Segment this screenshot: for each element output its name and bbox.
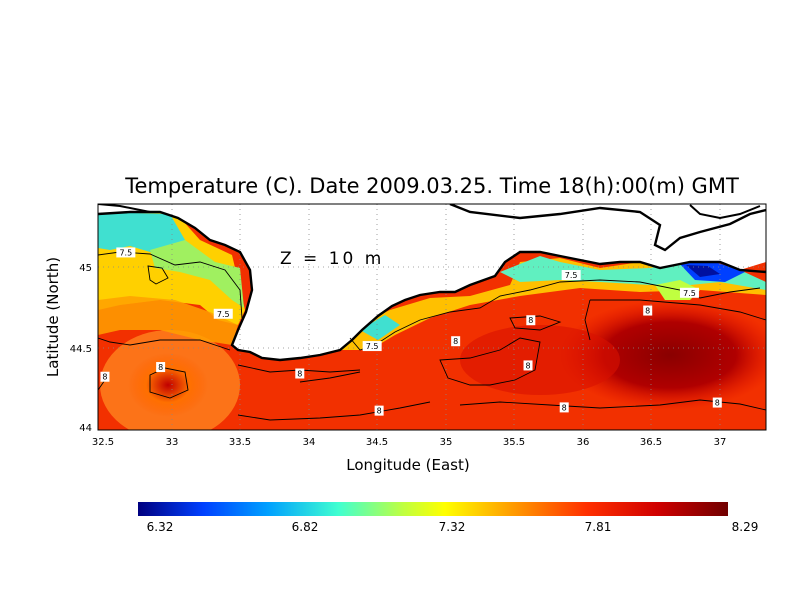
contour-label: 8: [374, 405, 384, 416]
contour-label-box: [643, 305, 653, 316]
contour-label: 7.5: [561, 270, 581, 281]
contour-label: 7.5: [679, 287, 699, 298]
contour-label-box: [116, 247, 136, 258]
contour-label: 8: [523, 360, 533, 371]
y-tick-label: 44.5: [70, 344, 92, 355]
contour-label-box: [559, 402, 569, 413]
contour-label-box: [712, 397, 722, 408]
contour-label-text: 7.5: [119, 248, 132, 257]
coastline-azov: [689, 204, 761, 220]
colorbar: 6.32 6.82 7.32 7.81 8.29: [138, 502, 758, 534]
contour-label-box: [526, 315, 536, 326]
contour-label: 7.5: [116, 247, 136, 258]
y-tick-label: 44: [79, 423, 92, 434]
x-tick-label: 36.5: [640, 437, 662, 448]
colorbar-tick-label: 7.32: [439, 520, 466, 534]
contour-label-text: 7.5: [366, 342, 379, 351]
contour-label-box: [213, 308, 233, 319]
coastline: [98, 210, 766, 362]
west-eddy-core: [128, 353, 208, 417]
depth-annotation: Z = 10 m: [280, 249, 384, 269]
x-tick-label: 32.5: [92, 437, 114, 448]
contour-label-text: 8: [297, 370, 302, 379]
x-tick-label: 33: [166, 437, 179, 448]
colorbar-tick-label: 8.29: [732, 520, 759, 534]
x-tick-label: 37: [714, 437, 727, 448]
x-tick-label: 36: [577, 437, 590, 448]
contour-label-box: [100, 371, 110, 382]
contour-labels: 7.5 7.5 7.5 7.5 7.5 8 8 8 8 8 8 8 8 8 8: [100, 247, 722, 416]
contour-label-text: 8: [562, 403, 567, 412]
y-axis: 44 44.5 45 Latitude (North): [44, 257, 92, 434]
contour-label-text: 8: [528, 316, 533, 325]
land-kerch: [640, 204, 766, 258]
west-cyan-patch: [98, 212, 185, 252]
warm-core-east: [560, 300, 766, 410]
colorbar-tick-label: 7.81: [585, 520, 612, 534]
contour-label-text: 8: [645, 307, 650, 316]
contour-label-text: 8: [102, 373, 107, 382]
x-tick-label: 35.5: [503, 437, 525, 448]
coastline-north: [449, 204, 766, 252]
east-navy-core: [686, 265, 720, 277]
contour-label-text: 8: [525, 361, 530, 370]
contour-label-text: 7.5: [217, 310, 230, 319]
x-tick-label: 33.5: [229, 437, 251, 448]
contour-label-box: [679, 287, 699, 298]
contour-label: 8: [712, 397, 722, 408]
contour-label: 8: [451, 336, 461, 347]
contour-label-box: [561, 270, 581, 281]
contour-label-box: [523, 360, 533, 371]
contour-label-box: [374, 405, 384, 416]
colorbar-tick-label: 6.32: [147, 520, 174, 534]
contour-lines: [98, 251, 766, 421]
contour-label: 8: [156, 362, 166, 373]
contour-label: 7.5: [362, 341, 382, 352]
contour-label: 8: [100, 371, 110, 382]
x-tick-label: 34: [303, 437, 316, 448]
contour-label-box: [156, 362, 166, 373]
plot-frame: [97, 203, 767, 431]
center-cyan-strip: [360, 315, 400, 340]
x-tick-label: 35: [440, 437, 453, 448]
x-tick-label: 34.5: [366, 437, 388, 448]
warm-core-center: [460, 325, 620, 395]
colorbar-gradient: [138, 502, 728, 516]
contour-label-text: 8: [453, 337, 458, 346]
land-crimea: [98, 204, 766, 360]
contour-label-text: 7.5: [565, 271, 578, 280]
contour-label-text: 8: [715, 399, 720, 408]
contour-label-text: 7.5: [683, 289, 696, 298]
contour-label: 8: [643, 305, 653, 316]
contour-label-text: 8: [377, 407, 382, 416]
contour-label-box: [451, 336, 461, 347]
x-axis: 32.5 33 33.5 34 34.5 35 35.5 36 36.5 37 …: [92, 437, 727, 474]
west-green-patch: [150, 240, 244, 308]
coastline-bay: [98, 204, 151, 213]
contour-label-box: [295, 368, 305, 379]
contour-label: 7.5: [213, 308, 233, 319]
chart-title: Temperature (C). Date 2009.03.25. Time 1…: [124, 174, 739, 198]
x-axis-label: Longitude (East): [346, 456, 469, 474]
contour-label: 8: [526, 315, 536, 326]
contour-label: 8: [559, 402, 569, 413]
y-axis-label: Latitude (North): [44, 257, 62, 377]
contour-label: 8: [295, 368, 305, 379]
contour-label-text: 8: [158, 363, 163, 372]
y-tick-label: 45: [79, 263, 92, 274]
west-yellow-band: [98, 296, 238, 345]
colorbar-tick-label: 6.82: [292, 520, 319, 534]
contour-label-box: [362, 341, 382, 352]
plot-area: 7.5 7.5 7.5 7.5 7.5 8 8 8 8 8 8 8 8 8 8: [98, 204, 766, 430]
